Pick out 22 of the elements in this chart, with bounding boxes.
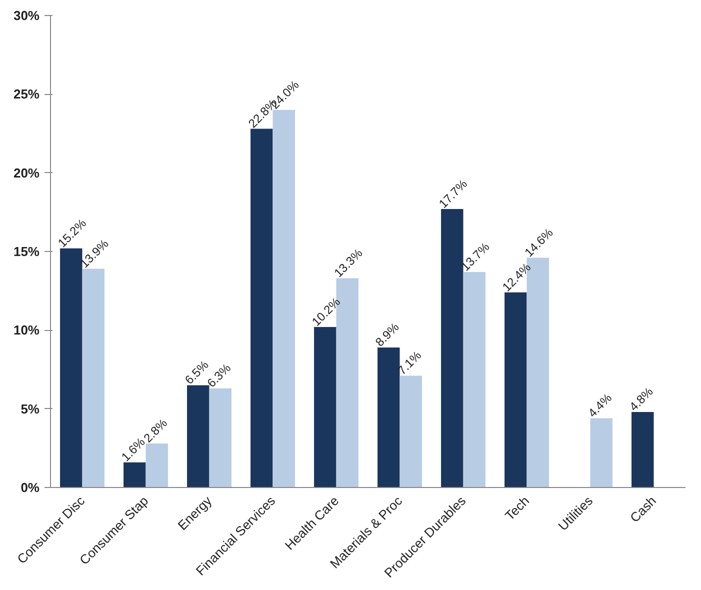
bar — [590, 418, 612, 488]
y-tick-label: 15% — [13, 244, 40, 259]
x-tick-label: Tech — [502, 493, 532, 524]
y-tick-label: 20% — [13, 165, 40, 180]
y-tick-label: 5% — [20, 401, 40, 416]
bar — [209, 388, 232, 488]
bar — [632, 412, 654, 488]
bar — [441, 209, 464, 488]
bar — [400, 376, 422, 488]
bar — [187, 385, 210, 488]
y-tick-label: 30% — [13, 8, 40, 23]
bar — [314, 327, 336, 488]
bar — [60, 248, 82, 488]
bar — [463, 272, 486, 488]
bar — [124, 462, 146, 488]
bar — [250, 128, 273, 488]
y-tick-label: 25% — [13, 86, 40, 102]
bar — [504, 292, 527, 488]
y-tick-label: 0% — [20, 480, 40, 495]
y-tick-label: 10% — [13, 322, 40, 338]
bar — [82, 268, 104, 488]
bar — [146, 443, 168, 488]
